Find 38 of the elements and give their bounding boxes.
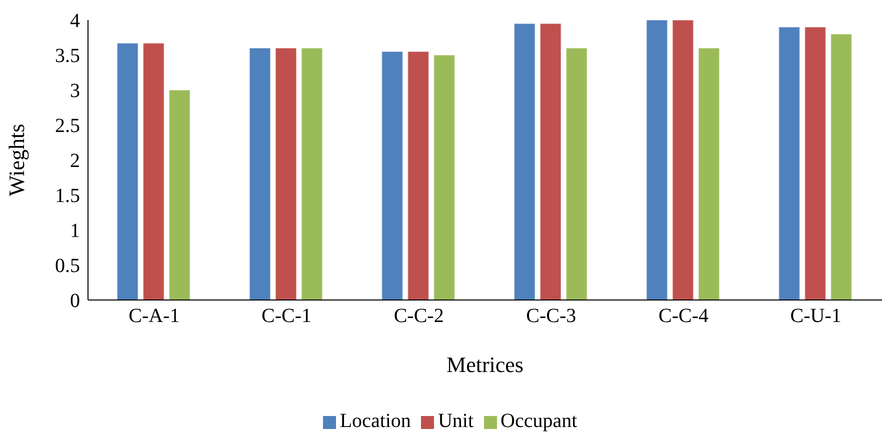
bar xyxy=(248,48,271,300)
bar xyxy=(514,23,536,300)
x-tick-label: C-C-2 xyxy=(394,305,444,328)
bar xyxy=(433,54,456,300)
y-tick-label: 1.5 xyxy=(55,185,80,208)
bar xyxy=(540,23,562,300)
bar xyxy=(168,90,191,300)
y-tick-label: 4 xyxy=(70,10,80,32)
y-axis-title: Wieghts xyxy=(4,124,29,196)
bar xyxy=(830,34,852,300)
x-tick-label: C-A-1 xyxy=(128,305,180,328)
legend-label: Unit xyxy=(438,410,474,432)
y-tick-label: 3 xyxy=(70,80,80,102)
bar xyxy=(672,20,694,300)
bar xyxy=(407,51,430,300)
x-tick-label: C-C-3 xyxy=(526,305,576,328)
y-tick-label: 0 xyxy=(70,290,80,312)
bar xyxy=(300,48,323,300)
bar xyxy=(778,26,800,300)
bar xyxy=(698,48,720,300)
bar xyxy=(566,48,588,300)
x-tick-label: C-C-4 xyxy=(658,305,708,328)
bar xyxy=(274,48,297,300)
x-axis-title: Metrices xyxy=(446,352,524,377)
bar xyxy=(804,26,826,300)
bar xyxy=(142,42,165,300)
x-tick-label: C-U-1 xyxy=(790,305,842,328)
x-tick-label: C-C-1 xyxy=(262,305,312,328)
y-tick-label: 2 xyxy=(70,150,80,172)
y-tick-label: 2.5 xyxy=(55,115,80,138)
y-tick-label: 1 xyxy=(70,220,80,242)
bar xyxy=(646,20,668,300)
legend-label: Location xyxy=(340,410,411,432)
bar xyxy=(116,42,139,300)
bar xyxy=(381,51,404,300)
y-tick-label: 0.5 xyxy=(55,255,80,278)
legend-label: Occupant xyxy=(500,410,578,432)
y-tick-label: 3.5 xyxy=(55,45,80,68)
